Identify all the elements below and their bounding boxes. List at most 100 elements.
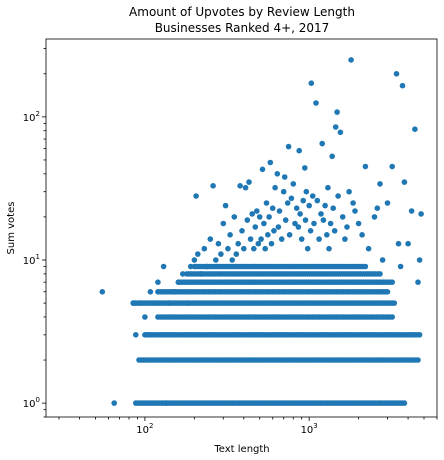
ticks-layer: 102 103 100 101 102	[23, 48, 438, 436]
data-point	[415, 357, 421, 363]
data-point	[377, 271, 383, 277]
chart-title: Amount of Upvotes by Review Length	[129, 5, 355, 19]
data-point	[393, 71, 400, 77]
data-point	[408, 208, 415, 214]
data-point	[374, 205, 381, 211]
data-point	[329, 153, 336, 160]
data-point	[271, 228, 277, 234]
data-point	[389, 163, 396, 170]
data-point	[290, 181, 297, 187]
data-point	[256, 214, 263, 220]
data-point	[337, 129, 344, 136]
data-point	[391, 300, 398, 306]
data-point	[306, 202, 313, 209]
data-point	[389, 279, 396, 286]
data-point	[268, 240, 275, 247]
data-point	[145, 332, 152, 338]
data-point	[253, 208, 260, 214]
data-point	[265, 232, 271, 238]
data-point	[281, 174, 288, 180]
data-point	[319, 140, 326, 147]
data-point	[138, 300, 144, 306]
data-point	[401, 179, 408, 185]
data-point	[318, 211, 324, 217]
data-point	[278, 236, 285, 242]
y-tick-label: 101	[23, 253, 40, 267]
data-point	[332, 124, 339, 130]
data-point	[416, 332, 423, 338]
data-point	[416, 257, 423, 263]
data-point	[293, 205, 300, 211]
data-point	[395, 240, 402, 247]
data-point	[227, 232, 233, 238]
data-point	[267, 159, 274, 166]
data-point	[231, 214, 238, 220]
data-point	[335, 193, 341, 199]
data-point	[348, 57, 354, 63]
data-point	[191, 257, 198, 263]
data-point	[296, 147, 303, 154]
data-point	[263, 200, 270, 206]
data-point	[298, 236, 305, 242]
data-point	[389, 314, 396, 320]
data-point	[210, 183, 216, 189]
points-layer	[99, 57, 424, 406]
data-point	[276, 208, 283, 214]
data-point	[175, 279, 182, 286]
data-point	[187, 263, 194, 270]
data-point	[326, 245, 332, 252]
data-point	[350, 200, 356, 206]
data-point	[247, 236, 254, 242]
data-point	[320, 217, 327, 223]
data-point	[344, 224, 350, 230]
data-point	[355, 220, 362, 227]
data-point	[284, 200, 291, 206]
data-point	[342, 236, 348, 242]
data-point	[379, 257, 386, 263]
data-point	[415, 279, 421, 286]
data-point	[171, 289, 177, 295]
data-point	[152, 300, 158, 306]
data-point	[147, 289, 154, 295]
data-point	[252, 224, 259, 230]
data-point	[233, 251, 240, 257]
data-point	[274, 171, 281, 177]
data-point	[130, 300, 137, 306]
data-point	[201, 245, 208, 252]
data-point	[229, 257, 235, 263]
data-point	[269, 205, 276, 211]
data-point	[297, 211, 303, 217]
data-point	[302, 217, 309, 223]
data-point	[371, 214, 378, 220]
data-point	[166, 300, 172, 306]
data-point	[99, 289, 106, 295]
data-point	[308, 80, 315, 86]
data-point	[330, 205, 337, 211]
y-tick-label: 102	[23, 110, 40, 124]
data-point	[309, 193, 316, 199]
data-point	[215, 240, 222, 247]
y-tick-label: 100	[23, 396, 40, 410]
data-point	[282, 217, 289, 223]
data-point	[285, 143, 292, 150]
data-point	[324, 232, 330, 238]
data-point	[346, 188, 352, 195]
data-point	[311, 220, 317, 227]
data-point	[331, 228, 338, 234]
data-point	[314, 197, 321, 204]
data-point	[401, 400, 408, 406]
data-point	[258, 236, 264, 242]
data-point	[288, 195, 295, 202]
data-point	[313, 100, 319, 106]
x-tick-label: 103	[301, 422, 318, 436]
data-point	[397, 263, 404, 270]
data-point	[302, 165, 308, 171]
chart-subtitle: Businesses Ranked 4+, 2017	[155, 21, 330, 35]
data-point	[295, 224, 302, 230]
data-point	[246, 179, 252, 185]
data-point	[193, 193, 199, 199]
x-axis-label: Text length	[213, 444, 269, 455]
data-point	[155, 279, 161, 286]
data-point	[195, 251, 201, 257]
